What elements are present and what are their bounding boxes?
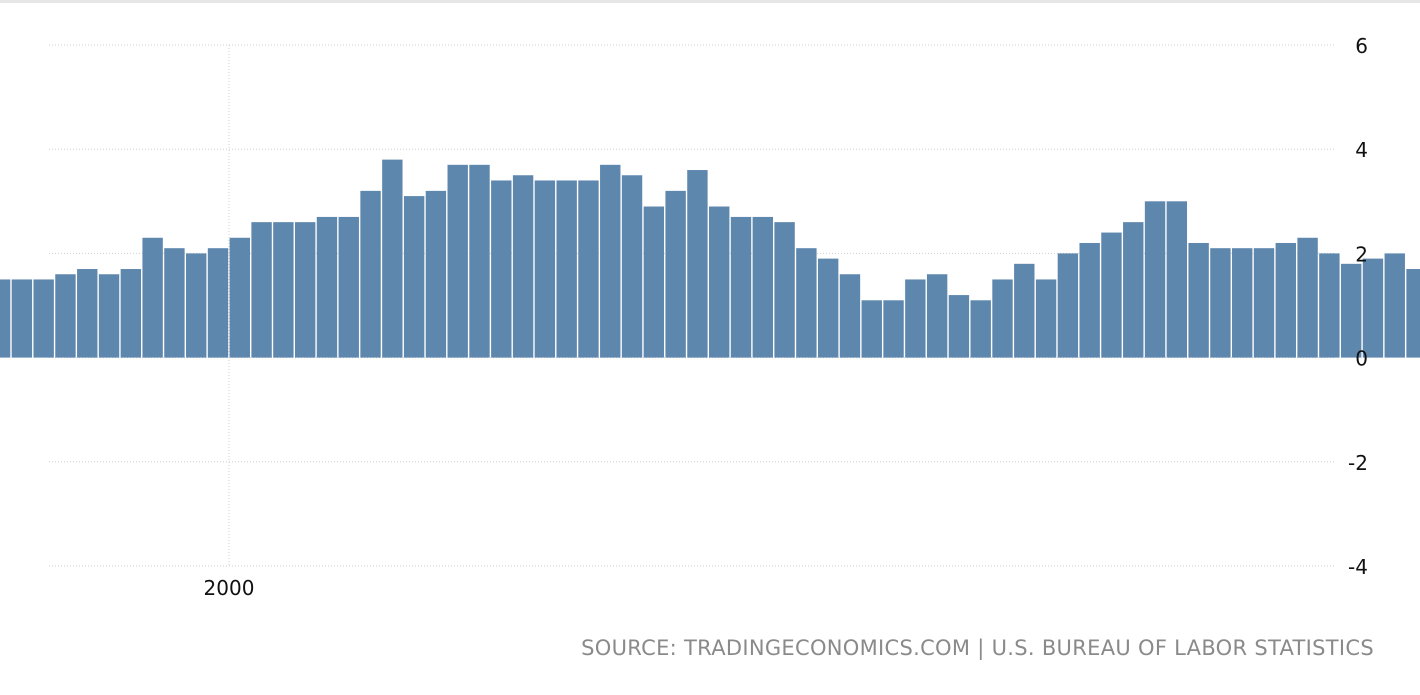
bar: [360, 190, 381, 358]
bar: [11, 279, 33, 358]
bar: [207, 248, 229, 358]
bar: [926, 274, 948, 358]
bar: [164, 248, 185, 358]
bar: [992, 279, 1013, 358]
bar: [120, 269, 142, 358]
y-tick-label: -2: [1348, 451, 1368, 475]
bar: [1188, 242, 1209, 358]
bar: [1079, 242, 1100, 358]
bar: [55, 274, 76, 358]
bar: [1101, 232, 1122, 358]
bar: [774, 222, 795, 358]
bar: [752, 216, 773, 358]
bar: [665, 190, 686, 358]
bar: [1232, 248, 1253, 358]
bar: [33, 279, 54, 358]
bar: [251, 222, 272, 358]
bar: [425, 190, 447, 358]
bar: [229, 237, 250, 358]
bar: [1297, 237, 1318, 358]
y-tick-label: -4: [1348, 555, 1368, 579]
bar: [491, 180, 512, 358]
bar: [1406, 269, 1420, 358]
bar: [77, 269, 98, 358]
bar: [1319, 253, 1340, 358]
bar: [1144, 201, 1166, 358]
source-note: SOURCE: TRADINGECONOMICS.COM | U.S. BURE…: [581, 636, 1374, 660]
y-axis-ticks: 6 4 2 0 -2 -4: [1348, 34, 1368, 579]
bar: [1166, 201, 1188, 358]
bar: [1362, 258, 1384, 358]
bar: [98, 274, 120, 358]
bar: [338, 216, 359, 358]
bar: [1210, 248, 1231, 358]
bar: [1275, 242, 1296, 358]
bar: [186, 253, 207, 358]
bar: [621, 175, 643, 358]
bar: [316, 216, 338, 358]
bar: [1340, 263, 1362, 358]
bar: [534, 180, 556, 358]
x-tick-label: 2000: [204, 576, 255, 600]
y-tick-label: 4: [1355, 138, 1368, 162]
bar: [273, 222, 294, 358]
bar: [839, 274, 861, 358]
bar: [1384, 253, 1405, 358]
bar: [1123, 222, 1144, 358]
bar: [512, 175, 534, 358]
bar: [905, 279, 926, 358]
inflation-bar-chart: 6 4 2 0 -2 -4 20002005201020152020: [0, 34, 1420, 600]
bar: [403, 196, 425, 358]
bar: [1035, 279, 1057, 358]
bar: [796, 248, 817, 358]
bar: [294, 222, 316, 358]
bar: [382, 159, 403, 358]
bar: [709, 206, 730, 358]
bar: [970, 300, 991, 358]
x-axis-ticks: 20002005201020152020: [204, 576, 255, 600]
bar: [578, 180, 599, 358]
y-tick-label: 0: [1355, 347, 1368, 371]
bar: [1253, 248, 1275, 358]
y-tick-label: 2: [1355, 242, 1368, 266]
bar: [687, 170, 708, 358]
bar: [643, 206, 665, 358]
bar: [0, 279, 11, 358]
bar: [730, 216, 752, 358]
bar: [883, 300, 904, 358]
y-tick-label: 6: [1355, 34, 1368, 58]
bar: [556, 180, 577, 358]
bar: [447, 164, 468, 358]
bar: [600, 164, 621, 358]
bar: [1057, 253, 1079, 358]
bars-layer: [0, 159, 1420, 358]
bar: [1014, 263, 1035, 358]
bar: [948, 295, 970, 358]
bar: [469, 164, 490, 358]
bar: [817, 258, 839, 358]
bar: [861, 300, 882, 358]
bar: [142, 237, 163, 358]
